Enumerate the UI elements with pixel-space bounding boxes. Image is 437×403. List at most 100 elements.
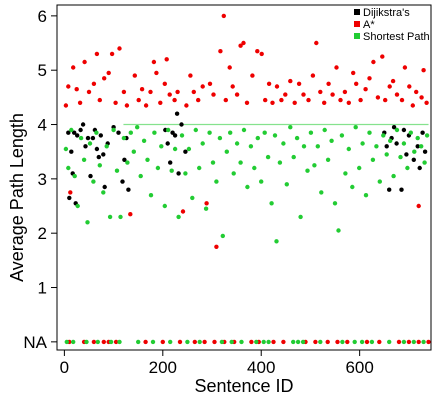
data-point [71, 339, 76, 345]
data-point [301, 92, 306, 97]
data-point [383, 97, 388, 103]
data-point [359, 339, 365, 345]
data-point [82, 59, 87, 65]
y-axis: NA 1 2 3 4 5 6 [23, 7, 57, 352]
data-point [168, 160, 173, 165]
data-point [375, 95, 381, 100]
data-point [148, 89, 153, 95]
data-point [239, 339, 244, 345]
data-point [364, 339, 370, 345]
data-point [138, 173, 143, 179]
data-point [207, 130, 212, 135]
data-point [298, 214, 303, 220]
x-tick-label: 200 [149, 358, 177, 377]
data-points [63, 13, 431, 345]
x-tick-label: 600 [345, 358, 373, 377]
data-point [358, 97, 363, 103]
data-point [91, 81, 97, 87]
data-point [219, 339, 225, 345]
data-point [179, 133, 185, 138]
data-point [370, 157, 376, 162]
data-point [377, 179, 382, 184]
data-point [166, 127, 171, 133]
data-point [342, 89, 348, 95]
data-point [113, 339, 119, 345]
data-point [301, 144, 307, 149]
data-point [250, 73, 255, 78]
data-point [64, 339, 70, 345]
data-point [332, 201, 338, 206]
data-point [128, 212, 133, 217]
data-point [120, 179, 125, 184]
data-point [160, 339, 165, 345]
data-point [107, 214, 113, 220]
data-point [67, 195, 72, 201]
data-point [218, 49, 223, 54]
legend-label: Dijikstra's [363, 7, 410, 19]
data-point [124, 103, 130, 108]
data-point [408, 130, 413, 135]
data-point [401, 141, 407, 146]
data-point [117, 339, 122, 345]
data-point [272, 133, 278, 138]
data-point [95, 339, 101, 345]
data-point [85, 135, 91, 141]
data-point [404, 152, 409, 157]
data-point [274, 239, 279, 244]
data-point [75, 133, 80, 138]
data-point [111, 127, 116, 133]
data-point [132, 73, 137, 78]
data-point [346, 146, 351, 152]
data-point [402, 65, 408, 70]
data-point [176, 171, 181, 176]
data-point [164, 57, 169, 62]
data-point [244, 100, 250, 106]
data-point [83, 144, 88, 149]
data-point [313, 339, 318, 345]
data-point [210, 160, 216, 165]
data-point [223, 97, 228, 103]
data-point [416, 339, 421, 345]
data-point [394, 92, 400, 97]
data-point [78, 127, 83, 133]
data-point [335, 339, 340, 345]
data-point [204, 201, 209, 206]
data-point [101, 152, 106, 157]
data-point [117, 46, 122, 51]
data-point [426, 339, 431, 345]
data-point [200, 141, 205, 146]
legend: Dijikstra'sA*Shortest Path [354, 7, 430, 43]
data-point [69, 127, 74, 133]
x-axis: 0 200 400 600 [60, 350, 374, 377]
data-point [118, 214, 123, 220]
data-point [217, 135, 223, 141]
y-tick-label: 6 [38, 7, 47, 26]
data-point [151, 59, 157, 65]
data-point [212, 339, 217, 345]
legend-swatch [354, 33, 360, 39]
data-point [417, 165, 422, 171]
data-point [158, 100, 163, 106]
data-point [91, 339, 97, 345]
data-point [415, 144, 420, 149]
data-point [380, 54, 385, 59]
data-point [227, 65, 232, 70]
data-point [300, 339, 306, 345]
data-point [197, 339, 202, 345]
data-point [399, 97, 405, 103]
data-point [346, 100, 351, 106]
x-tick-label: 400 [247, 358, 275, 377]
data-point [203, 206, 209, 211]
data-point [200, 84, 205, 89]
data-point [183, 149, 188, 154]
data-point [238, 160, 243, 165]
data-point [179, 122, 184, 127]
data-point [334, 65, 339, 70]
data-point [315, 144, 320, 149]
data-point [97, 97, 103, 103]
data-point [72, 173, 77, 179]
data-point [90, 135, 96, 141]
data-point [371, 59, 376, 65]
data-point [401, 339, 407, 345]
data-point [108, 339, 114, 345]
